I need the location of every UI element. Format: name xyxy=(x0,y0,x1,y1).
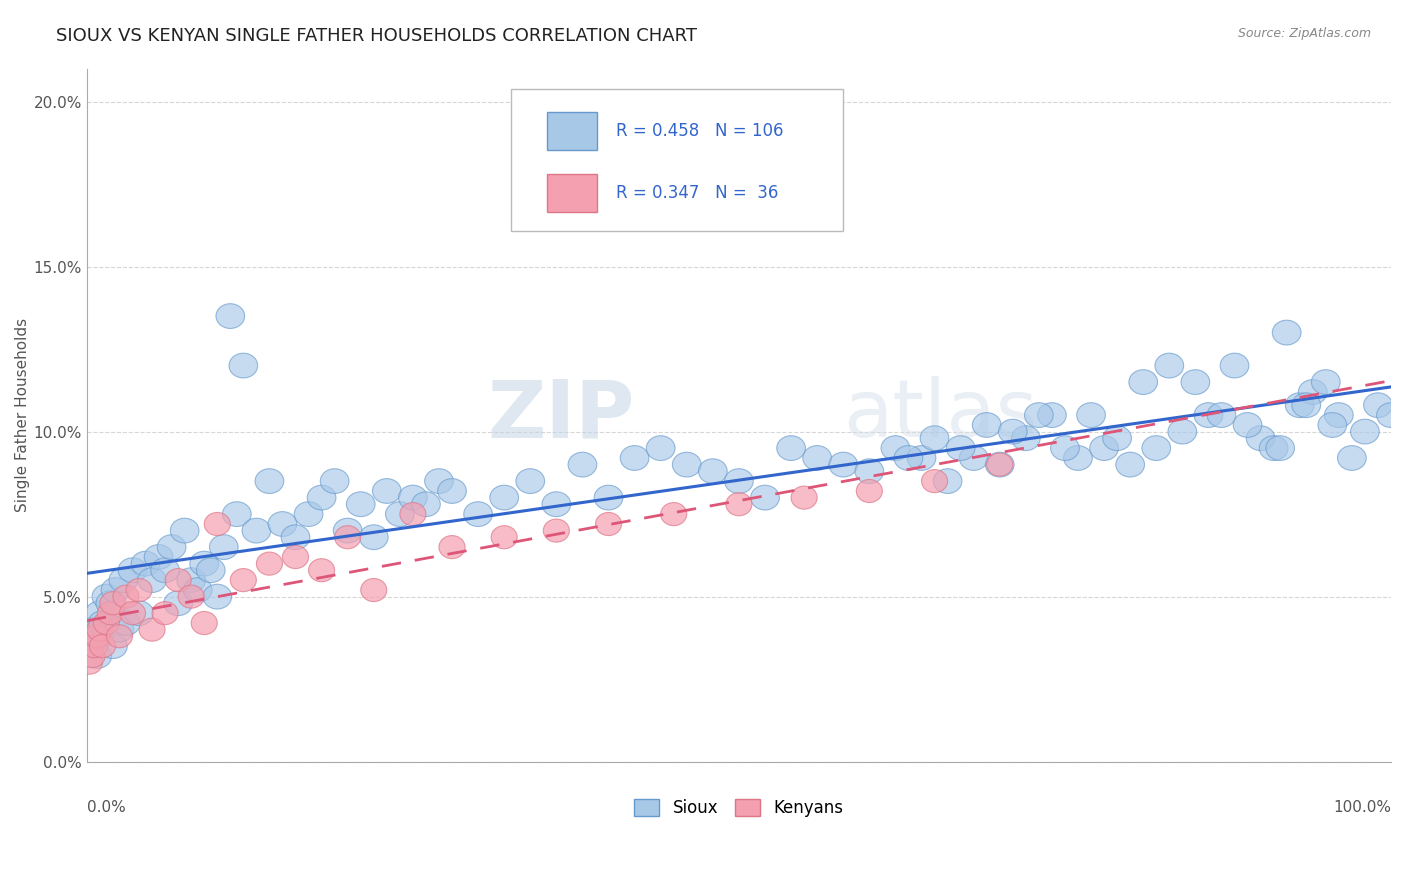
Y-axis label: Single Father Households: Single Father Households xyxy=(15,318,30,512)
Text: SIOUX VS KENYAN SINGLE FATHER HOUSEHOLDS CORRELATION CHART: SIOUX VS KENYAN SINGLE FATHER HOUSEHOLDS… xyxy=(56,27,697,45)
Text: Source: ZipAtlas.com: Source: ZipAtlas.com xyxy=(1237,27,1371,40)
Bar xyxy=(547,174,596,212)
Text: 100.0%: 100.0% xyxy=(1333,800,1391,814)
Bar xyxy=(547,112,596,150)
Legend: Sioux, Kenyans: Sioux, Kenyans xyxy=(627,793,851,824)
FancyBboxPatch shape xyxy=(510,89,844,231)
Text: R = 0.458   N = 106: R = 0.458 N = 106 xyxy=(616,122,783,140)
Text: R = 0.347   N =  36: R = 0.347 N = 36 xyxy=(616,185,779,202)
Text: 0.0%: 0.0% xyxy=(87,800,125,814)
Text: atlas: atlas xyxy=(844,376,1038,454)
Text: ZIP: ZIP xyxy=(488,376,634,454)
